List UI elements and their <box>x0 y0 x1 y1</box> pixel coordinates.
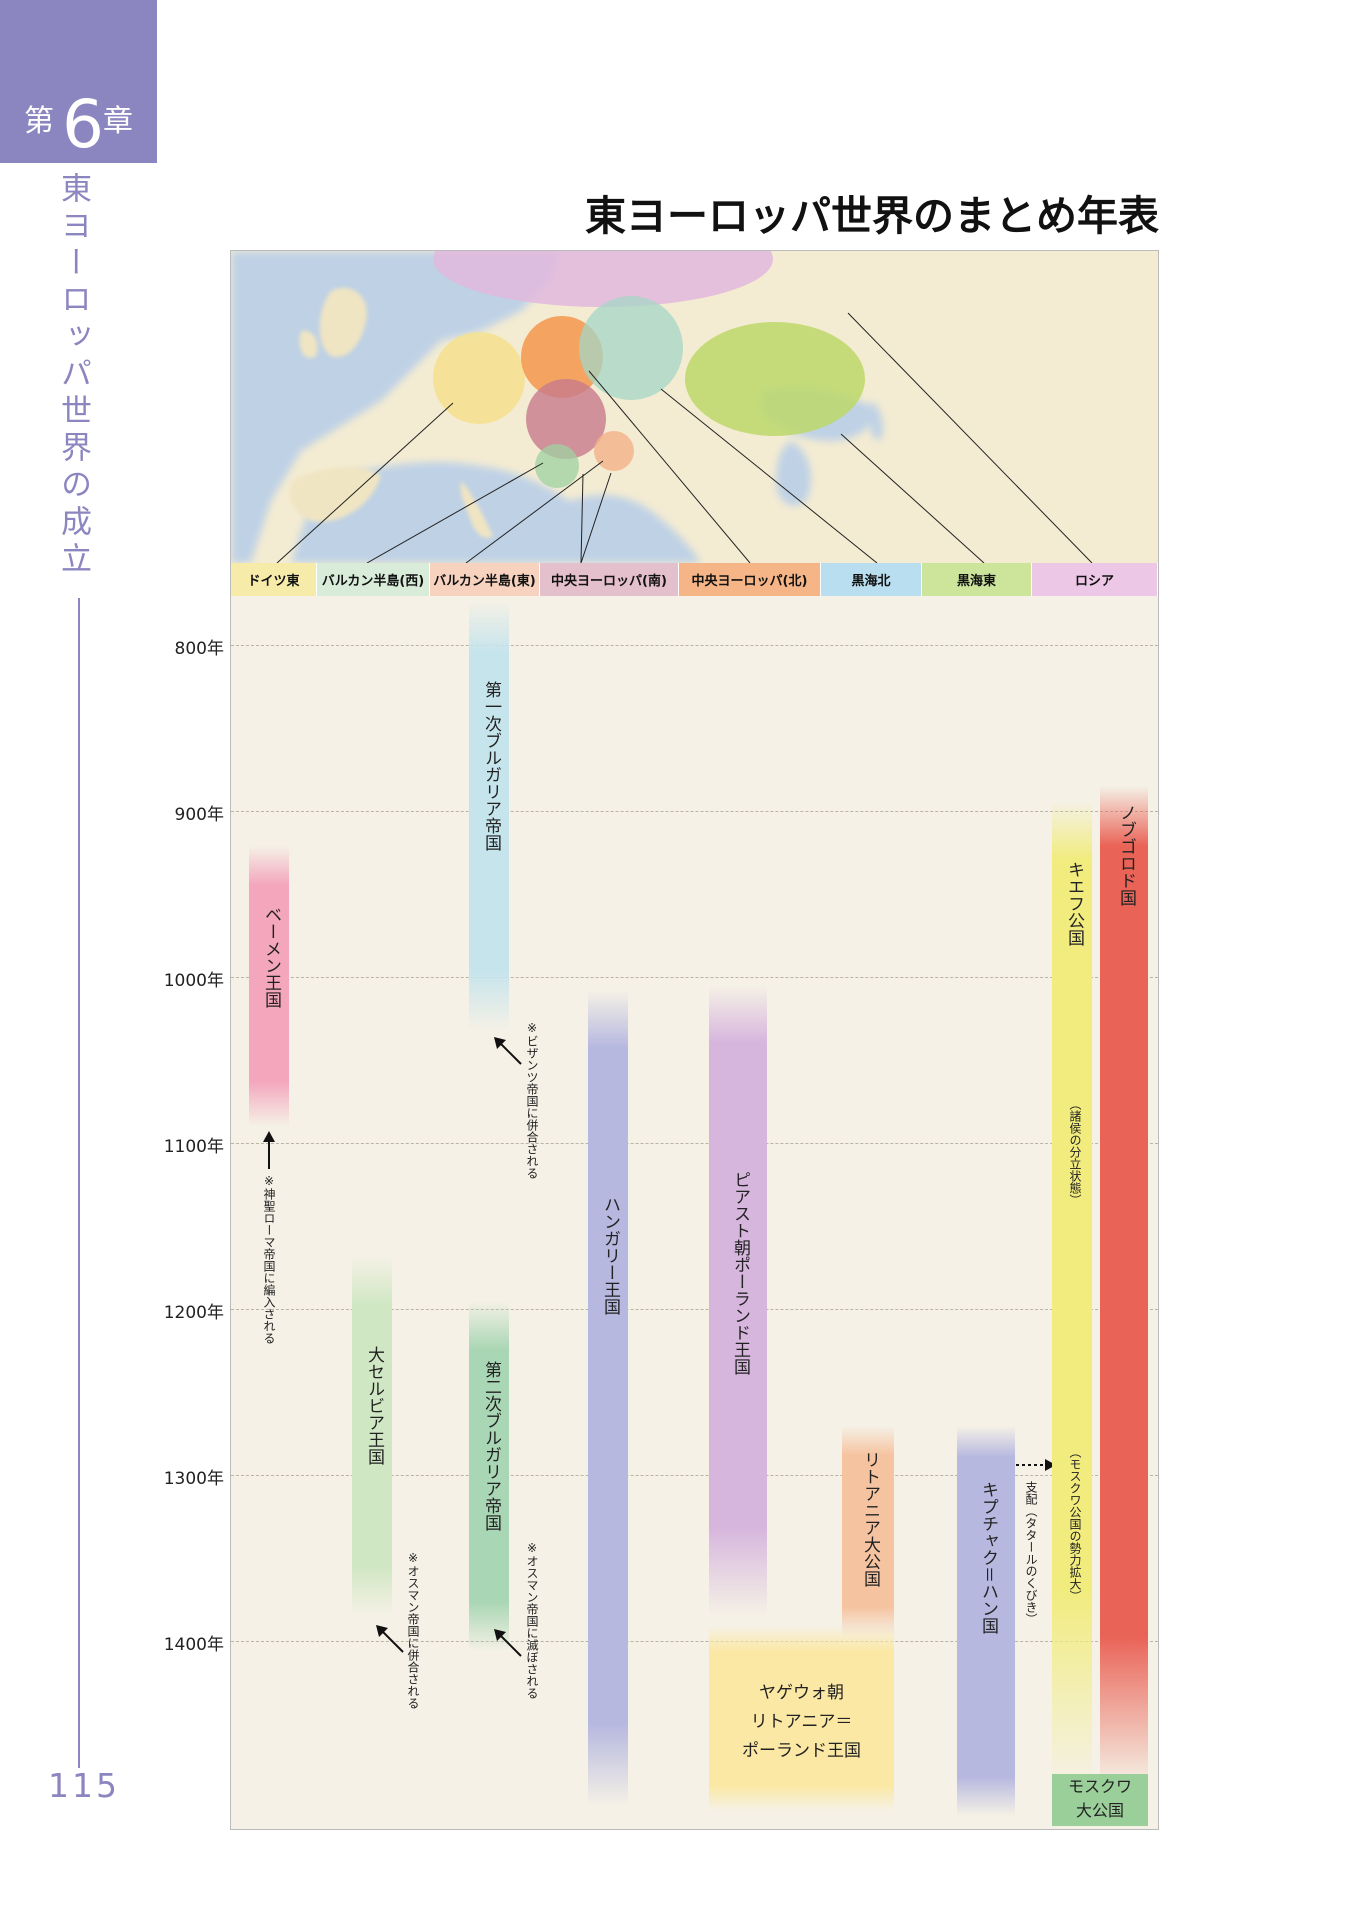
chapter-number: 6 <box>62 86 104 163</box>
state-bar-piast <box>709 986 767 1616</box>
region-header-row: ドイツ東 バルカン半島(西) バルカン半島(東) 中央ヨーロッパ(南) 中央ヨー… <box>231 563 1158 596</box>
state-label-kipchak: キプチャク＝ハン国 <box>978 1481 998 1634</box>
arrow-up-left-icon <box>494 1629 522 1657</box>
timeline-area: ベーメン王国 ※神聖ローマ帝国に編入される 第一次ブルガリア帝国 ※ビザンツ帝国… <box>231 596 1158 1829</box>
grid-line-1400 <box>231 1641 1158 1642</box>
page-title: 東ヨーロッパ世界のまとめ年表 <box>585 192 1159 240</box>
region-header: ロシア <box>1032 563 1158 596</box>
state-label-serbia: 大セルビア王国 <box>364 1346 384 1465</box>
region-header: 黒海東 <box>922 563 1032 596</box>
page-number: 115 <box>48 1766 120 1805</box>
note-bulgaria2: ※オスマン帝国に滅ぼされる <box>525 1541 539 1699</box>
year-label: 1300年 <box>163 1469 224 1489</box>
state-label-lithuania: リトアニア大公国 <box>860 1451 880 1587</box>
state-label-bohemia: ベーメン王国 <box>261 906 281 1008</box>
state-bar-lithuania <box>842 1426 894 1636</box>
grid-line-1000 <box>231 977 1158 978</box>
side-divider <box>78 598 80 1768</box>
note-tatar: 支配（タタールのくびき） <box>1024 1481 1038 1625</box>
region-header: バルカン半島(西) <box>317 563 430 596</box>
state-label-moscow-line2: 大公国 <box>1075 1801 1124 1820</box>
state-label-moscow-line1: モスクワ <box>1067 1777 1132 1796</box>
note-serbia: ※オスマン帝国に併合される <box>406 1551 420 1709</box>
note-bohemia: ※神聖ローマ帝国に編入される <box>262 1174 276 1344</box>
state-label-jagiellon-line1: ヤゲウォ朝 <box>759 1683 844 1703</box>
state-bar-bohemia <box>249 846 289 1126</box>
grid-line-1200 <box>231 1309 1158 1310</box>
state-box-jagiellon <box>709 1626 894 1811</box>
chapter-tab: 第 6 章 <box>0 0 157 163</box>
year-label: 800年 <box>174 639 224 659</box>
note-kiev-split: （諸侯の分立状態） <box>1068 1098 1082 1206</box>
state-bar-serbia <box>352 1256 392 1616</box>
state-label-bulgaria2: 第二次ブルガリア帝国 <box>481 1361 501 1531</box>
chapter-suffix: 章 <box>103 104 133 139</box>
state-label-jagiellon: ヤゲウォ朝 リトアニア＝ ポーランド王国 <box>709 1679 894 1766</box>
grid-line-1300 <box>231 1475 1158 1476</box>
europe-map-graphic <box>231 251 1158 563</box>
grid-line-1100 <box>231 1143 1158 1144</box>
state-box-moscow <box>1052 1774 1148 1826</box>
state-label-hungary: ハンガリー王国 <box>600 1196 620 1315</box>
region-header: バルカン半島(東) <box>430 563 540 596</box>
state-bar-kipchak <box>957 1426 1015 1816</box>
state-bar-bulgaria1 <box>469 601 509 1031</box>
year-label: 1400年 <box>163 1635 224 1655</box>
state-bar-bulgaria2 <box>469 1301 509 1651</box>
region-header: ドイツ東 <box>231 563 317 596</box>
state-label-moscow: モスクワ 大公国 <box>1052 1775 1148 1823</box>
year-label: 900年 <box>174 805 224 825</box>
region-header: 中央ヨーロッパ(南) <box>540 563 679 596</box>
arrow-right-dotted-icon <box>1016 1459 1056 1471</box>
state-label-kiev: キエフ公国 <box>1064 861 1084 946</box>
grid-line-900 <box>231 811 1158 812</box>
state-label-piast: ピアスト朝ポーランド王国 <box>730 1171 750 1375</box>
grid-line-800 <box>231 645 1158 646</box>
chapter-prefix: 第 <box>24 104 54 139</box>
year-label: 1200年 <box>163 1303 224 1323</box>
state-label-novgorod: ノブゴロド国 <box>1116 804 1136 906</box>
europe-map <box>231 251 1158 563</box>
region-header: 黒海北 <box>821 563 922 596</box>
region-header: 中央ヨーロッパ(北) <box>679 563 821 596</box>
arrow-up-left-icon <box>376 1625 404 1653</box>
note-moscow-expand: （モスクワ公国の勢力拡大） <box>1068 1446 1082 1602</box>
state-bar-hungary <box>588 991 628 1806</box>
state-label-jagiellon-line2: リトアニア＝ <box>750 1712 853 1732</box>
timeline-chart: ドイツ東 バルカン半島(西) バルカン半島(東) 中央ヨーロッパ(南) 中央ヨー… <box>230 250 1159 1830</box>
arrow-up-left-icon <box>494 1037 522 1065</box>
state-bar-kiev <box>1052 801 1092 1786</box>
year-label: 1000年 <box>163 971 224 991</box>
note-bulgaria1: ※ビザンツ帝国に併合される <box>525 1021 539 1179</box>
year-label: 1100年 <box>163 1137 224 1157</box>
arrow-up-icon <box>263 1131 275 1169</box>
section-title: 東ヨーロッパ世界の成立 <box>55 172 91 579</box>
state-label-bulgaria1: 第一次ブルガリア帝国 <box>481 681 501 851</box>
state-label-jagiellon-line3: ポーランド王国 <box>742 1741 861 1761</box>
state-bar-novgorod <box>1100 786 1148 1786</box>
